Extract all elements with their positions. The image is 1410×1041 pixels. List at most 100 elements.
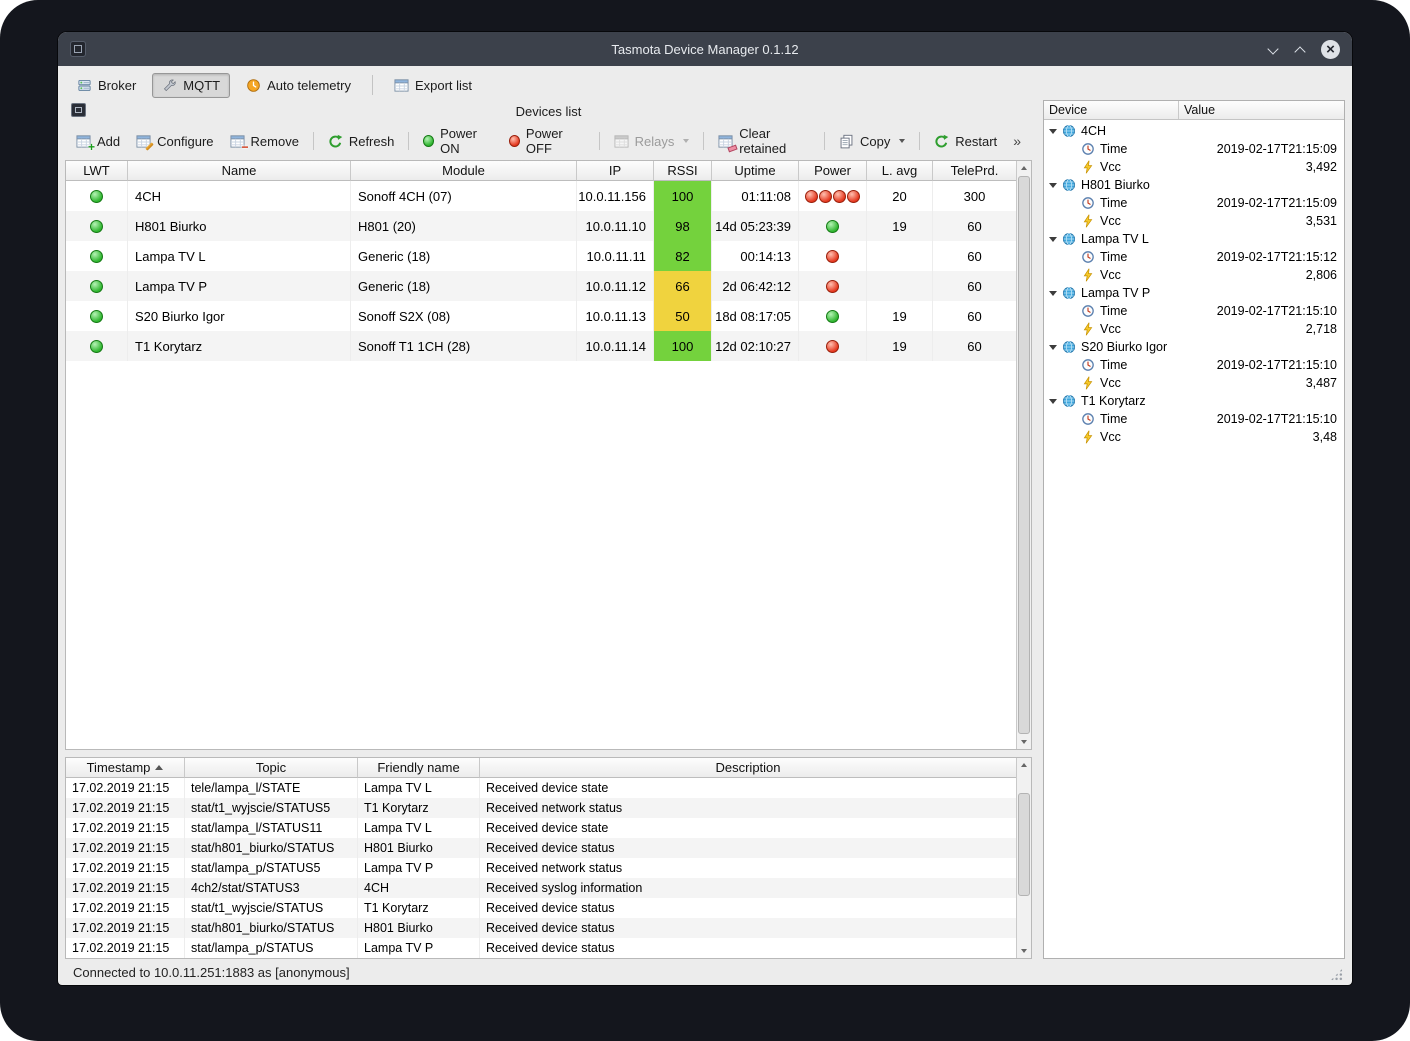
close-button[interactable]	[1321, 39, 1340, 59]
power-cell	[799, 181, 867, 211]
tree-device-row[interactable]: T1 Korytarz	[1044, 392, 1344, 410]
log-row[interactable]: 17.02.2019 21:15 stat/lampa_p/STATUS5 La…	[66, 858, 1016, 878]
refresh-icon	[328, 134, 343, 149]
log-scrollbar[interactable]	[1016, 758, 1031, 958]
lavg-cell: 19	[867, 301, 933, 331]
tree-time-value: 2019-02-17T21:15:09	[1216, 196, 1337, 210]
column-header-friendly-name[interactable]: Friendly name	[358, 758, 480, 778]
scroll-up-button[interactable]	[1017, 161, 1031, 175]
column-header-device[interactable]: Device	[1044, 101, 1179, 119]
devices-table-scrollbar[interactable]	[1016, 161, 1031, 749]
tree-vcc-row[interactable]: Vcc 2,718	[1044, 320, 1344, 338]
refresh-label: Refresh	[348, 133, 395, 149]
device-row[interactable]: Lampa TV L Generic (18) 10.0.11.11 82 00…	[66, 241, 1016, 271]
broker-button[interactable]: Broker	[67, 73, 146, 98]
relays-button[interactable]: Relays	[607, 130, 697, 153]
tree-vcc-row[interactable]: Vcc 2,806	[1044, 266, 1344, 284]
column-header-ip[interactable]: IP	[577, 161, 654, 181]
tree-time-row[interactable]: Time 2019-02-17T21:15:10	[1044, 302, 1344, 320]
expander-icon[interactable]	[1049, 182, 1057, 188]
clear-retained-button[interactable]: Clear retained	[711, 122, 817, 160]
clock-icon	[1081, 412, 1095, 426]
mqtt-button[interactable]: MQTT	[152, 72, 231, 98]
expander-icon[interactable]	[1049, 290, 1057, 296]
toolbar-overflow-button[interactable]: »	[1013, 133, 1021, 149]
column-header-rssi[interactable]: RSSI	[654, 161, 712, 181]
log-row[interactable]: 17.02.2019 21:15 stat/h801_biurko/STATUS…	[66, 918, 1016, 938]
remove-button[interactable]: Remove	[223, 130, 306, 153]
configure-button[interactable]: Configure	[129, 130, 220, 153]
power-on-icon	[423, 135, 435, 147]
restart-button[interactable]: Restart	[927, 130, 1004, 153]
expander-icon[interactable]	[1049, 128, 1057, 134]
column-header-timestamp[interactable]: Timestamp	[66, 758, 185, 778]
log-friendly-cell: T1 Korytarz	[358, 798, 480, 818]
teleprd-cell: 60	[967, 278, 982, 294]
window-content: Broker MQTT Auto telemetry Export list	[58, 66, 1352, 985]
power-off-button[interactable]: Power OFF	[502, 122, 592, 160]
copy-button[interactable]: Copy	[832, 130, 912, 153]
log-row[interactable]: 17.02.2019 21:15 stat/lampa_l/STATUS11 L…	[66, 818, 1016, 838]
column-header-value[interactable]: Value	[1184, 103, 1216, 117]
resize-grip[interactable]	[1330, 968, 1343, 981]
lwt-cell	[66, 241, 128, 271]
tree-time-row[interactable]: Time 2019-02-17T21:15:10	[1044, 356, 1344, 374]
column-header-module[interactable]: Module	[351, 161, 577, 181]
column-header-lwt[interactable]: LWT	[66, 161, 128, 181]
log-row[interactable]: 17.02.2019 21:15 stat/lampa_p/STATUS Lam…	[66, 938, 1016, 958]
tree-device-row[interactable]: 4CH	[1044, 122, 1344, 140]
auto-telemetry-button[interactable]: Auto telemetry	[236, 73, 361, 98]
device-name-cell: H801 Biurko	[128, 211, 351, 241]
scrollbar-track[interactable]	[1017, 175, 1031, 735]
log-row[interactable]: 17.02.2019 21:15 tele/lampa_l/STATE Lamp…	[66, 778, 1016, 798]
tree-device-row[interactable]: S20 Biurko Igor	[1044, 338, 1344, 356]
column-header-name[interactable]: Name	[128, 161, 351, 181]
log-row[interactable]: 17.02.2019 21:15 4ch2/stat/STATUS3 4CH R…	[66, 878, 1016, 898]
column-header-power[interactable]: Power	[799, 161, 867, 181]
maximize-button[interactable]	[1294, 43, 1306, 55]
power-on-button[interactable]: Power ON	[416, 122, 500, 160]
tree-vcc-row[interactable]: Vcc 3,48	[1044, 428, 1344, 446]
expander-icon[interactable]	[1049, 344, 1057, 350]
export-list-button[interactable]: Export list	[384, 73, 482, 98]
column-header-teleprd[interactable]: TelePrd.	[933, 161, 1016, 181]
scroll-down-button[interactable]	[1017, 735, 1031, 749]
expander-icon[interactable]	[1049, 236, 1057, 242]
minimize-button[interactable]	[1267, 43, 1279, 55]
tree-device-row[interactable]: H801 Biurko	[1044, 176, 1344, 194]
scroll-down-button[interactable]	[1017, 944, 1031, 958]
log-row[interactable]: 17.02.2019 21:15 stat/t1_wyjscie/STATUS …	[66, 898, 1016, 918]
device-row[interactable]: S20 Biurko Igor Sonoff S2X (08) 10.0.11.…	[66, 301, 1016, 331]
device-row[interactable]: T1 Korytarz Sonoff T1 1CH (28) 10.0.11.1…	[66, 331, 1016, 361]
log-row[interactable]: 17.02.2019 21:15 stat/t1_wyjscie/STATUS5…	[66, 798, 1016, 818]
device-row[interactable]: Lampa TV P Generic (18) 10.0.11.12 66 2d…	[66, 271, 1016, 301]
add-button[interactable]: Add	[69, 130, 127, 153]
expander-icon[interactable]	[1049, 398, 1057, 404]
device-row[interactable]: 4CH Sonoff 4CH (07) 10.0.11.156 100 01:1…	[66, 181, 1016, 211]
column-header-uptime[interactable]: Uptime	[712, 161, 799, 181]
tree-device-row[interactable]: Lampa TV L	[1044, 230, 1344, 248]
tree-time-row[interactable]: Time 2019-02-17T21:15:09	[1044, 140, 1344, 158]
column-header-topic[interactable]: Topic	[185, 758, 358, 778]
tree-vcc-row[interactable]: Vcc 3,492	[1044, 158, 1344, 176]
log-friendly-cell: Lampa TV P	[358, 938, 480, 958]
tree-vcc-row[interactable]: Vcc 3,531	[1044, 212, 1344, 230]
column-header-description[interactable]: Description	[480, 758, 1016, 778]
tree-time-row[interactable]: Time 2019-02-17T21:15:09	[1044, 194, 1344, 212]
scrollbar-track[interactable]	[1017, 772, 1031, 944]
tree-device-row[interactable]: Lampa TV P	[1044, 284, 1344, 302]
device-module-cell: Sonoff T1 1CH (28)	[351, 331, 577, 361]
device-actions-toolbar: Add Configure Remove R	[65, 122, 1032, 160]
column-header-lavg[interactable]: L. avg	[867, 161, 933, 181]
tree-time-row[interactable]: Time 2019-02-17T21:15:10	[1044, 410, 1344, 428]
tree-vcc-row[interactable]: Vcc 3,487	[1044, 374, 1344, 392]
tree-time-row[interactable]: Time 2019-02-17T21:15:12	[1044, 248, 1344, 266]
log-row[interactable]: 17.02.2019 21:15 stat/h801_biurko/STATUS…	[66, 838, 1016, 858]
led-on	[90, 309, 103, 323]
scroll-up-button[interactable]	[1017, 758, 1031, 772]
device-row[interactable]: H801 Biurko H801 (20) 10.0.11.10 98 14d …	[66, 211, 1016, 241]
scrollbar-thumb[interactable]	[1018, 792, 1030, 896]
refresh-button[interactable]: Refresh	[321, 130, 402, 153]
scrollbar-thumb[interactable]	[1018, 176, 1030, 734]
toolbar-separator	[312, 132, 314, 150]
